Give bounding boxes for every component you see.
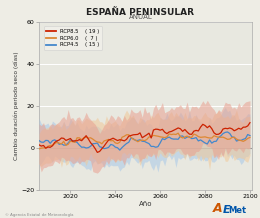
Y-axis label: Cambio duración periodo seco (días): Cambio duración periodo seco (días) [14,51,19,160]
Text: A: A [213,202,223,215]
Text: © Agencia Estatal de Meteorología: © Agencia Estatal de Meteorología [5,213,74,217]
Legend: RCP8.5    ( 19 ), RCP6.0    (  7 ), RCP4.5    ( 15 ): RCP8.5 ( 19 ), RCP6.0 ( 7 ), RCP4.5 ( 15… [44,26,102,50]
Text: Met: Met [228,206,246,215]
X-axis label: Año: Año [139,201,152,207]
Text: ESPAÑA PENINSULAR: ESPAÑA PENINSULAR [86,8,194,17]
Text: E: E [222,205,230,215]
Text: ANUAL: ANUAL [128,14,152,20]
